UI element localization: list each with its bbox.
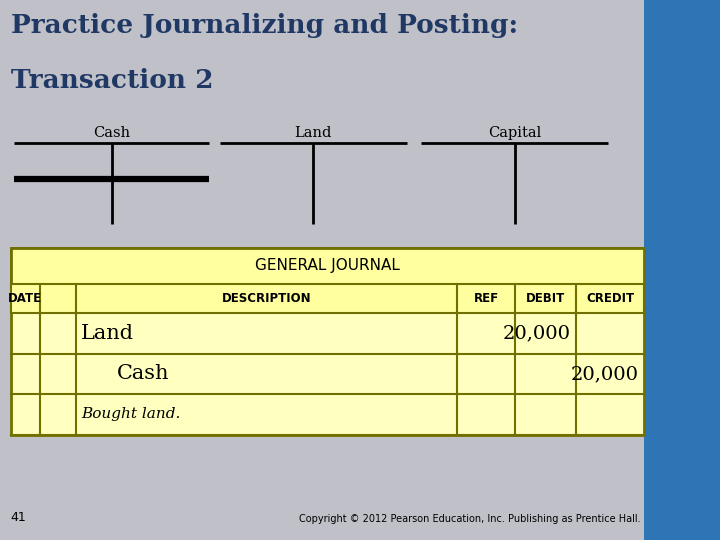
Bar <box>11 248 644 284</box>
Text: 41: 41 <box>11 511 27 524</box>
Bar <box>11 284 644 313</box>
Text: REF: REF <box>474 292 498 305</box>
Text: Cash: Cash <box>93 126 130 140</box>
Text: 20,000: 20,000 <box>503 325 570 342</box>
Text: DESCRIPTION: DESCRIPTION <box>222 292 311 305</box>
Text: DATE: DATE <box>8 292 42 305</box>
Text: Cash: Cash <box>117 364 170 383</box>
Text: 20,000: 20,000 <box>571 365 639 383</box>
Text: DEBIT: DEBIT <box>526 292 565 305</box>
Text: Transaction 2: Transaction 2 <box>11 68 213 92</box>
Text: Capital: Capital <box>488 126 541 140</box>
Bar <box>11 248 644 435</box>
Text: Copyright © 2012 Pearson Education, Inc. Publishing as Prentice Hall.: Copyright © 2012 Pearson Education, Inc.… <box>300 514 641 524</box>
Text: Practice Journalizing and Posting:: Practice Journalizing and Posting: <box>11 14 518 38</box>
Text: Land: Land <box>81 324 135 343</box>
Bar <box>644 0 720 540</box>
Text: Land: Land <box>294 126 332 140</box>
Text: CREDIT: CREDIT <box>586 292 634 305</box>
Text: GENERAL JOURNAL: GENERAL JOURNAL <box>255 259 400 273</box>
Text: Bought land.: Bought land. <box>81 408 181 421</box>
